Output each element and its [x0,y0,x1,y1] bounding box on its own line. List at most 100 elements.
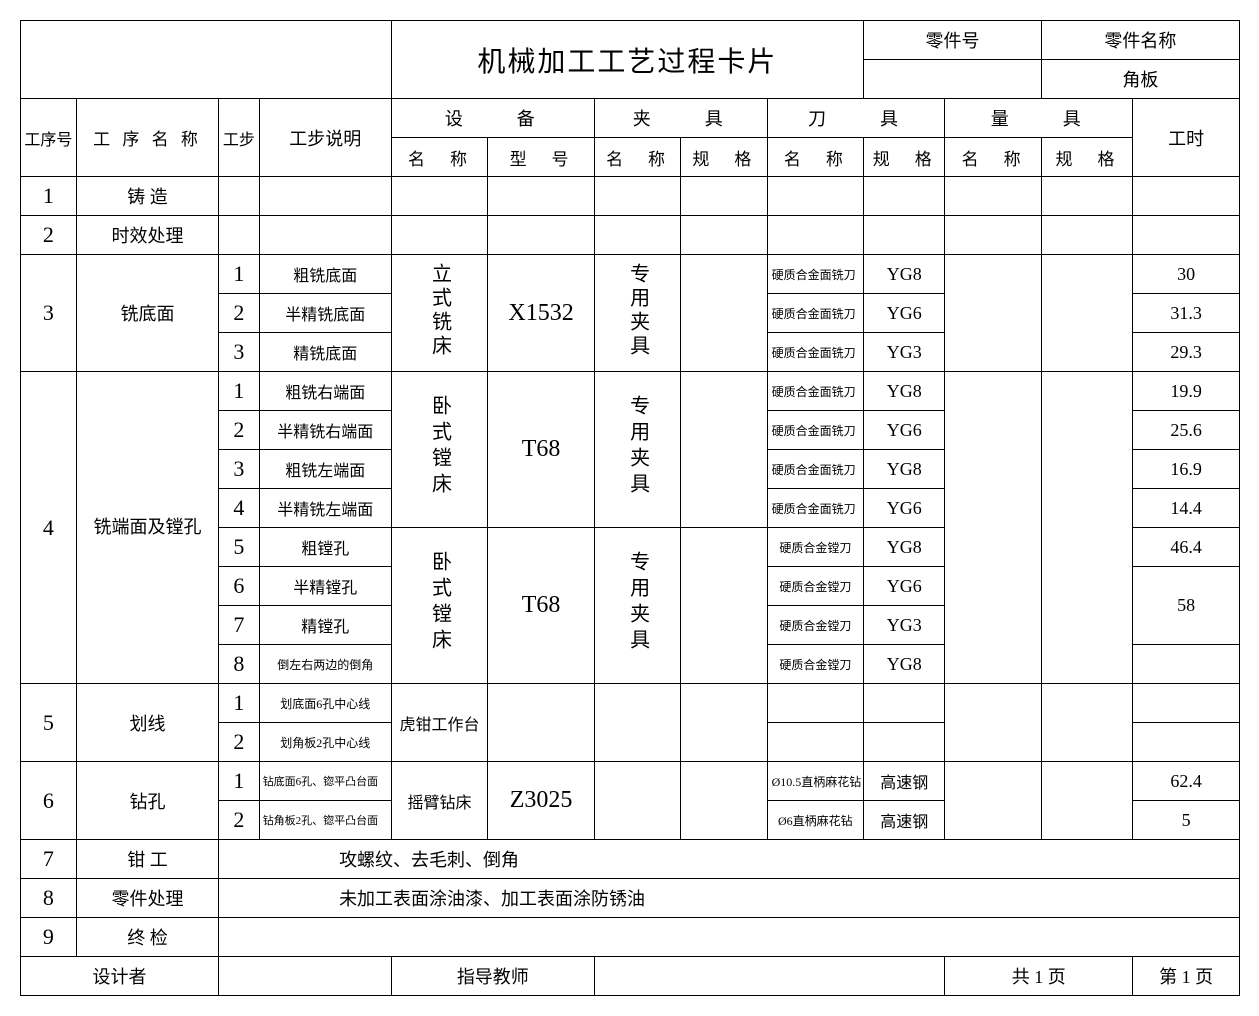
tool-spec: YG8 [864,645,945,684]
op-no: 1 [21,177,77,216]
equip-model: T68 [488,528,595,684]
hours: 30 [1133,255,1240,294]
part-no-value [864,60,1042,99]
table-row: 4 铣端面及镗孔 1 粗铣右端面 卧式镗床 T68 专用夹具 硬质合金面铣刀 Y… [21,372,1240,411]
op-name: 划线 [76,684,218,762]
step-desc: 划底面6孔中心线 [259,684,391,723]
op-no: 4 [21,372,77,684]
tool-name: 硬质合金面铣刀 [767,489,864,528]
process-card-table: 机械加工工艺过程卡片 零件号 零件名称 角板 工序号 工 序 名 称 工步 工步… [20,20,1240,996]
part-name-label: 零件名称 [1041,21,1239,60]
step-desc: 粗铣底面 [259,255,391,294]
step-no: 2 [219,723,260,762]
step-no: 8 [219,645,260,684]
op-no: 6 [21,762,77,840]
op-name: 钳 工 [76,840,218,879]
table-row: 9 终 检 [21,918,1240,957]
step-desc: 钻底面6孔、锪平凸台面 [259,762,391,801]
equip-name: 卧式镗床 [391,528,488,684]
table-row: 3 铣底面 1 粗铣底面 立式铣床 X1532 专用夹具 硬质合金面铣刀 YG8… [21,255,1240,294]
gauge-name-hdr: 名 称 [945,138,1042,177]
op-name: 时效处理 [76,216,218,255]
tool-name: Ø10.5直柄麻花钻 [767,762,864,801]
tool-name: 硬质合金镗刀 [767,528,864,567]
op-no: 8 [21,879,77,918]
footer-row: 设计者 指导教师 共 1 页 第 1 页 [21,957,1240,996]
tool-spec: YG6 [864,489,945,528]
col-tool: 刀 具 [767,99,945,138]
col-step: 工步 [219,99,260,177]
op-no: 5 [21,684,77,762]
step-desc: 精镗孔 [259,606,391,645]
hours: 29.3 [1133,333,1240,372]
hours: 14.4 [1133,489,1240,528]
table-row: 8 零件处理 未加工表面涂油漆、加工表面涂防锈油 [21,879,1240,918]
tool-name: 硬质合金面铣刀 [767,450,864,489]
teacher-value [594,957,944,996]
hours: 58 [1133,567,1240,645]
op-name: 终 检 [76,918,218,957]
table-row: 1 铸 造 [21,177,1240,216]
step-desc: 粗镗孔 [259,528,391,567]
tool-name-hdr: 名 称 [767,138,864,177]
fixture-name: 专用夹具 [594,255,680,372]
step-no: 3 [219,333,260,372]
fixture-name-hdr: 名 称 [594,138,680,177]
step-desc: 划角板2孔中心线 [259,723,391,762]
step-desc: 倒左右两边的倒角 [259,645,391,684]
step-desc: 钻角板2孔、锪平凸台面 [259,801,391,840]
op-no: 2 [21,216,77,255]
tool-spec: YG3 [864,333,945,372]
fixture-name: 专用夹具 [594,372,680,528]
hours: 16.9 [1133,450,1240,489]
equip-model: T68 [488,372,595,528]
op-no: 7 [21,840,77,879]
equip-model: Z3025 [488,762,595,840]
tool-spec: YG8 [864,528,945,567]
op-name: 铣端面及镗孔 [76,372,218,684]
step-no: 1 [219,372,260,411]
equip-name-hdr: 名 称 [391,138,488,177]
tool-spec: 高速钢 [864,762,945,801]
table-row: 7 钳 工 攻螺纹、去毛刺、倒角 [21,840,1240,879]
equip-model-hdr: 型 号 [488,138,595,177]
tool-spec: YG8 [864,255,945,294]
tool-spec: YG8 [864,372,945,411]
hours: 19.9 [1133,372,1240,411]
equip-name: 虎钳工作台 [391,684,488,762]
teacher-label: 指导教师 [391,957,594,996]
tool-name: 硬质合金面铣刀 [767,372,864,411]
step-no: 1 [219,762,260,801]
tool-spec: 高速钢 [864,801,945,840]
designer-label: 设计者 [21,957,219,996]
step-no: 7 [219,606,260,645]
tool-spec: YG6 [864,411,945,450]
equip-name: 摇臂钻床 [391,762,488,840]
tool-spec: YG3 [864,606,945,645]
op-note: 攻螺纹、去毛刺、倒角 [219,840,1240,879]
step-no: 2 [219,411,260,450]
op-name: 零件处理 [76,879,218,918]
tool-name: 硬质合金面铣刀 [767,294,864,333]
tool-name: 硬质合金镗刀 [767,567,864,606]
step-desc: 半精铣底面 [259,294,391,333]
op-note: 未加工表面涂油漆、加工表面涂防锈油 [219,879,1240,918]
step-desc: 粗铣右端面 [259,372,391,411]
hours: 46.4 [1133,528,1240,567]
table-row: 5 划线 1 划底面6孔中心线 虎钳工作台 [21,684,1240,723]
card-title: 机械加工工艺过程卡片 [391,21,863,99]
col-seq-no: 工序号 [21,99,77,177]
equip-name: 卧式镗床 [391,372,488,528]
tool-name: 硬质合金面铣刀 [767,255,864,294]
step-desc: 粗铣左端面 [259,450,391,489]
step-desc: 精铣底面 [259,333,391,372]
tool-name: 硬质合金面铣刀 [767,333,864,372]
current-page: 第 1 页 [1133,957,1240,996]
table-row: 2 时效处理 [21,216,1240,255]
equip-name: 立式铣床 [391,255,488,372]
hours: 62.4 [1133,762,1240,801]
gauge-spec-hdr: 规 格 [1041,138,1132,177]
op-name: 铸 造 [76,177,218,216]
tool-spec: YG6 [864,294,945,333]
tool-name: Ø6直柄麻花钻 [767,801,864,840]
